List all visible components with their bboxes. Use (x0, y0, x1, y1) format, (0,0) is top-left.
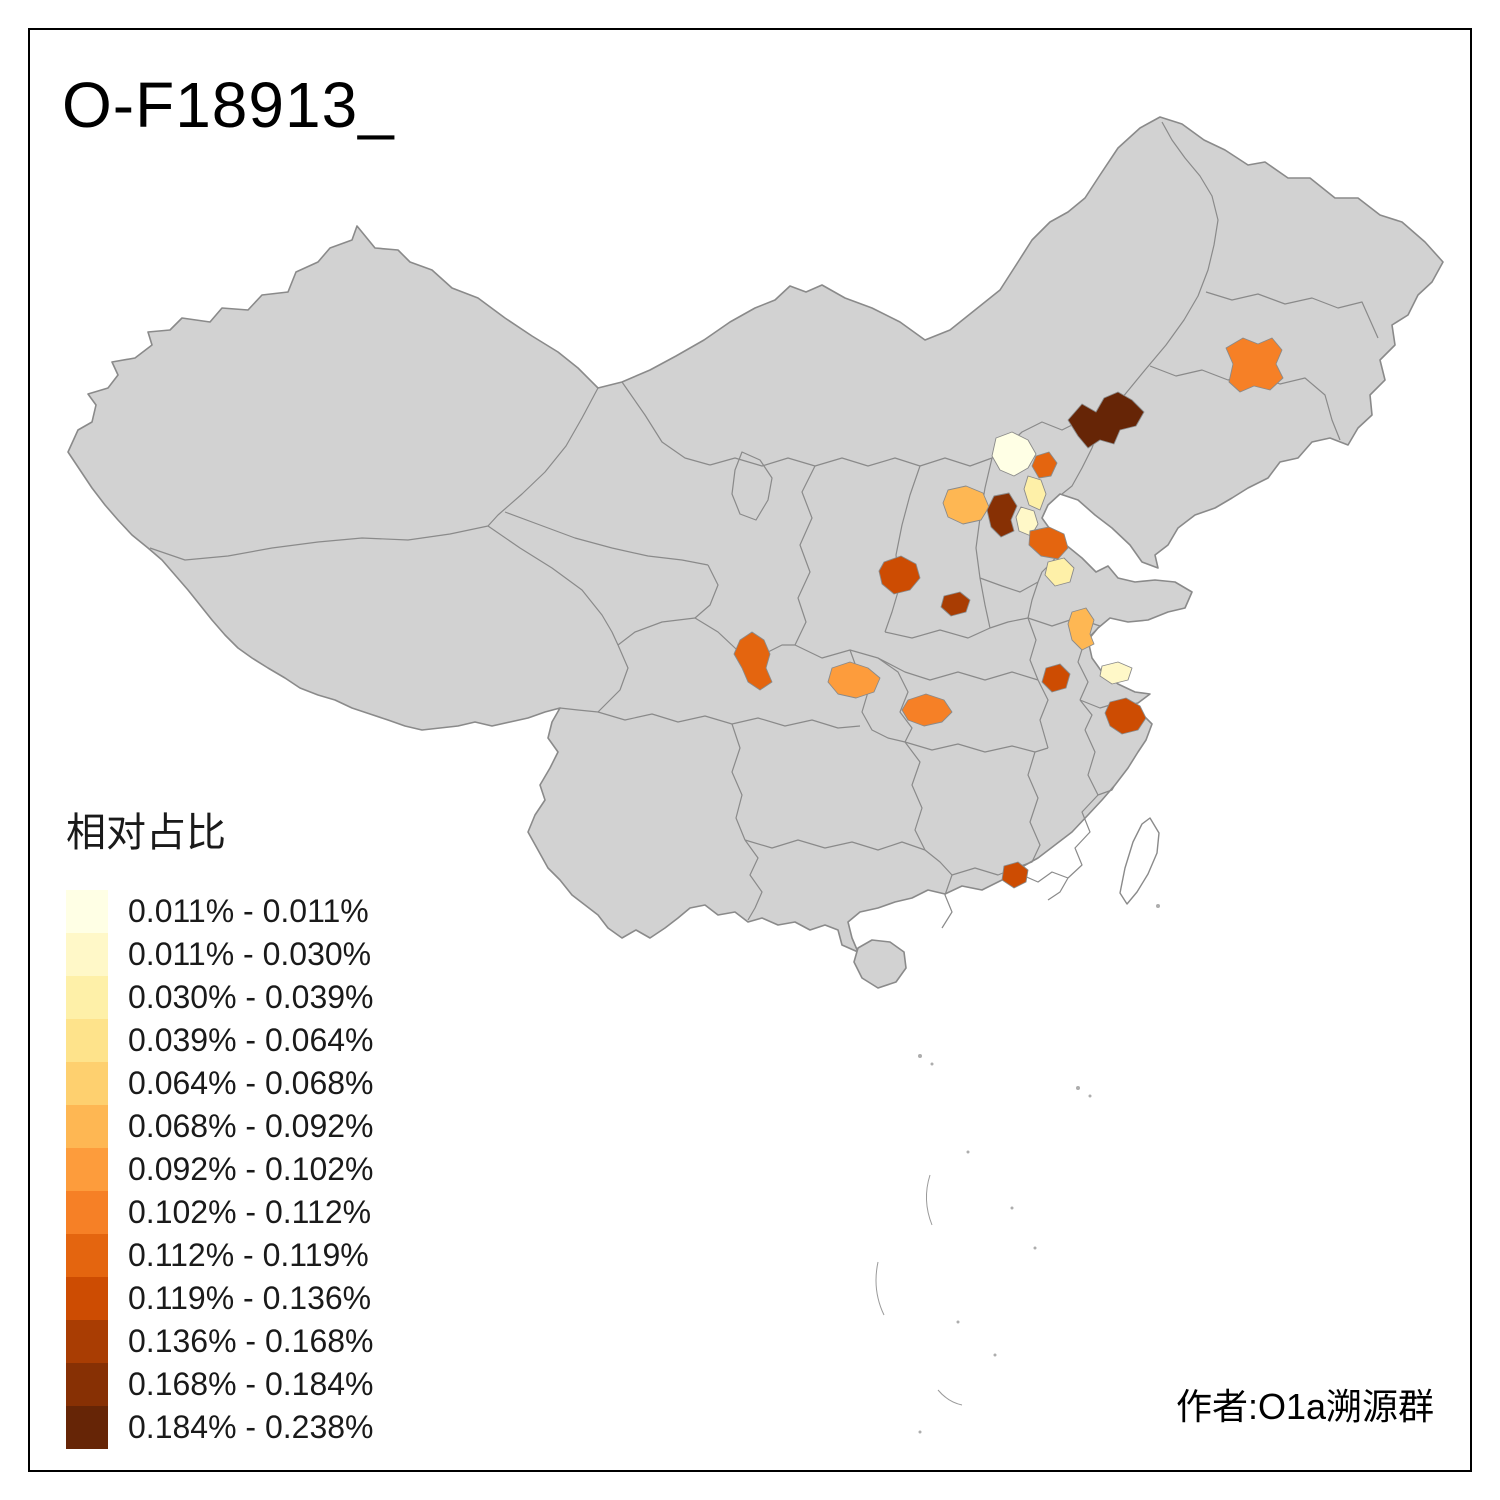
legend-swatch (66, 1191, 108, 1234)
legend-swatch (66, 933, 108, 976)
legend-label: 0.184% - 0.238% (128, 1409, 374, 1445)
map-region (1067, 391, 1145, 449)
legend-swatch (66, 1406, 108, 1449)
legend-item: 0.039% - 0.064% (66, 1019, 486, 1062)
hainan-island (853, 939, 907, 989)
legend-label: 0.039% - 0.064% (128, 1022, 374, 1058)
legend-label: 0.112% - 0.119% (128, 1237, 369, 1273)
legend-label: 0.136% - 0.168% (128, 1323, 374, 1359)
map-region (1031, 451, 1058, 479)
legend-item: 0.092% - 0.102% (66, 1148, 486, 1191)
map-region (1225, 337, 1284, 393)
legend-swatch (66, 1277, 108, 1320)
legend-title: 相对占比 (66, 811, 226, 855)
map-region (827, 661, 881, 699)
taiwan-island (1119, 817, 1160, 905)
legend-label: 0.119% - 0.136% (128, 1280, 372, 1316)
map-region (1028, 526, 1069, 560)
legend-label: 0.168% - 0.184% (128, 1366, 374, 1402)
map-region (1044, 557, 1075, 587)
legend-item: 0.030% - 0.039% (66, 976, 486, 1019)
legend-item: 0.136% - 0.168% (66, 1320, 486, 1363)
legend-label: 0.102% - 0.112% (128, 1194, 372, 1230)
map-region (1023, 475, 1047, 511)
legend-label: 0.030% - 0.039% (128, 979, 374, 1015)
highlighted-regions (733, 337, 1284, 889)
legend-swatch (66, 976, 108, 1019)
legend-item: 0.102% - 0.112% (66, 1191, 486, 1234)
legend-swatch (66, 1320, 108, 1363)
legend-item: 0.068% - 0.092% (66, 1105, 486, 1148)
legend-label: 0.068% - 0.092% (128, 1108, 374, 1144)
map-region (986, 492, 1018, 538)
legend-item: 0.011% - 0.030% (66, 933, 486, 976)
map-region (1104, 697, 1147, 735)
map-region (1041, 663, 1071, 693)
map-region (1001, 861, 1029, 889)
legend-item: 0.011% - 0.011% (66, 890, 486, 933)
legend-swatch (66, 1062, 108, 1105)
legend-label: 0.011% - 0.030% (128, 936, 372, 972)
map-region (1099, 661, 1133, 685)
page-title: O-F18913_ (62, 69, 395, 141)
legend-item: 0.119% - 0.136% (66, 1277, 486, 1320)
map-region (942, 485, 990, 525)
legend-swatch (66, 1105, 108, 1148)
legend-label: 0.011% - 0.011% (128, 893, 369, 929)
legend-item: 0.064% - 0.068% (66, 1062, 486, 1105)
legend-swatch (66, 1148, 108, 1191)
province-borders (149, 121, 1379, 929)
map-region (901, 693, 953, 727)
legend-swatch (66, 890, 108, 933)
legend-label: 0.064% - 0.068% (128, 1065, 374, 1101)
legend-item: 0.112% - 0.119% (66, 1234, 486, 1277)
legend-item: 0.184% - 0.238% (66, 1406, 486, 1449)
legend: 相对占比 0.011% - 0.011% 0.011% - 0.030% 0.0… (66, 800, 486, 1449)
legend-swatch (66, 1019, 108, 1062)
map-region (991, 431, 1037, 477)
map-region (1067, 607, 1095, 651)
legend-item: 0.168% - 0.184% (66, 1363, 486, 1406)
legend-label: 0.092% - 0.102% (128, 1151, 374, 1187)
south-sea-islets (875, 904, 1160, 1434)
map-region (878, 555, 921, 595)
map-region (940, 591, 971, 617)
author-credit: 作者:O1a溯源群 (1175, 1386, 1434, 1427)
map-region (733, 631, 773, 691)
china-mainland (67, 116, 1444, 953)
legend-swatch (66, 1363, 108, 1406)
legend-swatch (66, 1234, 108, 1277)
